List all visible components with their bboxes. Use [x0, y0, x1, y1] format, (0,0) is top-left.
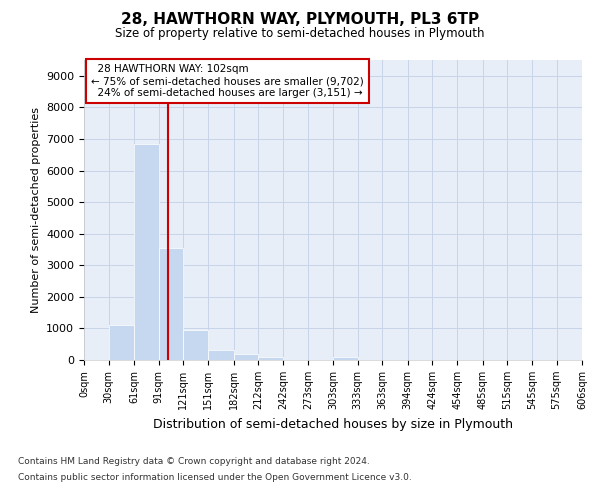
Bar — [333, 357, 358, 360]
Bar — [208, 350, 233, 360]
Text: 28, HAWTHORN WAY, PLYMOUTH, PL3 6TP: 28, HAWTHORN WAY, PLYMOUTH, PL3 6TP — [121, 12, 479, 28]
Bar — [184, 330, 208, 360]
Text: 28 HAWTHORN WAY: 102sqm
← 75% of semi-detached houses are smaller (9,702)
  24% : 28 HAWTHORN WAY: 102sqm ← 75% of semi-de… — [91, 64, 364, 98]
Bar — [233, 354, 258, 360]
Y-axis label: Number of semi-detached properties: Number of semi-detached properties — [31, 107, 41, 313]
Bar — [258, 357, 283, 360]
Bar — [134, 144, 159, 360]
Bar — [159, 248, 184, 360]
Text: Contains HM Land Registry data © Crown copyright and database right 2024.: Contains HM Land Registry data © Crown c… — [18, 458, 370, 466]
Text: Contains public sector information licensed under the Open Government Licence v3: Contains public sector information licen… — [18, 472, 412, 482]
X-axis label: Distribution of semi-detached houses by size in Plymouth: Distribution of semi-detached houses by … — [153, 418, 513, 430]
Text: Size of property relative to semi-detached houses in Plymouth: Size of property relative to semi-detach… — [115, 28, 485, 40]
Bar — [109, 324, 134, 360]
